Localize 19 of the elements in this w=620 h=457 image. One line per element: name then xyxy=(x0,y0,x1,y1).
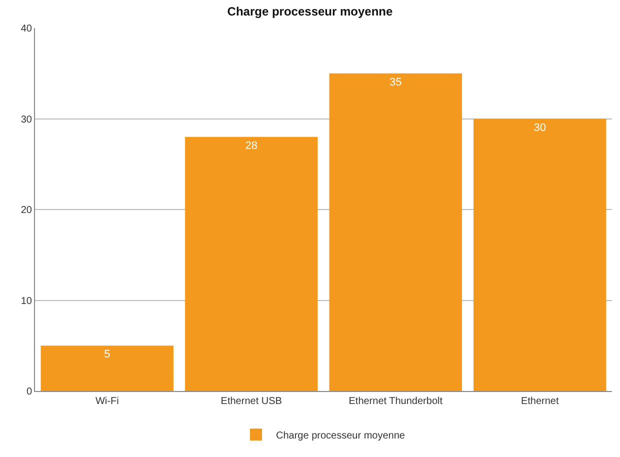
data-label: 35 xyxy=(390,76,402,88)
x-tick-label: Ethernet USB xyxy=(220,396,282,407)
y-tick-label: 10 xyxy=(20,296,32,307)
data-label: 30 xyxy=(534,122,546,134)
y-tick-label: 0 xyxy=(26,386,32,398)
data-label: 28 xyxy=(245,140,258,152)
legend-label: Charge processeur moyenne xyxy=(276,430,406,442)
bar xyxy=(185,136,318,391)
x-tick-label: Ethernet Thunderbolt xyxy=(348,396,443,407)
x-tick-label: Wi-Fi xyxy=(95,396,119,407)
bar xyxy=(329,73,462,391)
bar xyxy=(474,118,606,391)
chart-title: Charge processeur moyenne xyxy=(227,4,394,18)
x-tick-label: Ethernet xyxy=(520,396,559,407)
bar xyxy=(40,346,174,391)
y-tick-label: 30 xyxy=(20,114,32,126)
data-label: 5 xyxy=(104,348,110,361)
y-tick-label: 40 xyxy=(20,24,32,34)
y-tick-label: 20 xyxy=(20,205,32,216)
